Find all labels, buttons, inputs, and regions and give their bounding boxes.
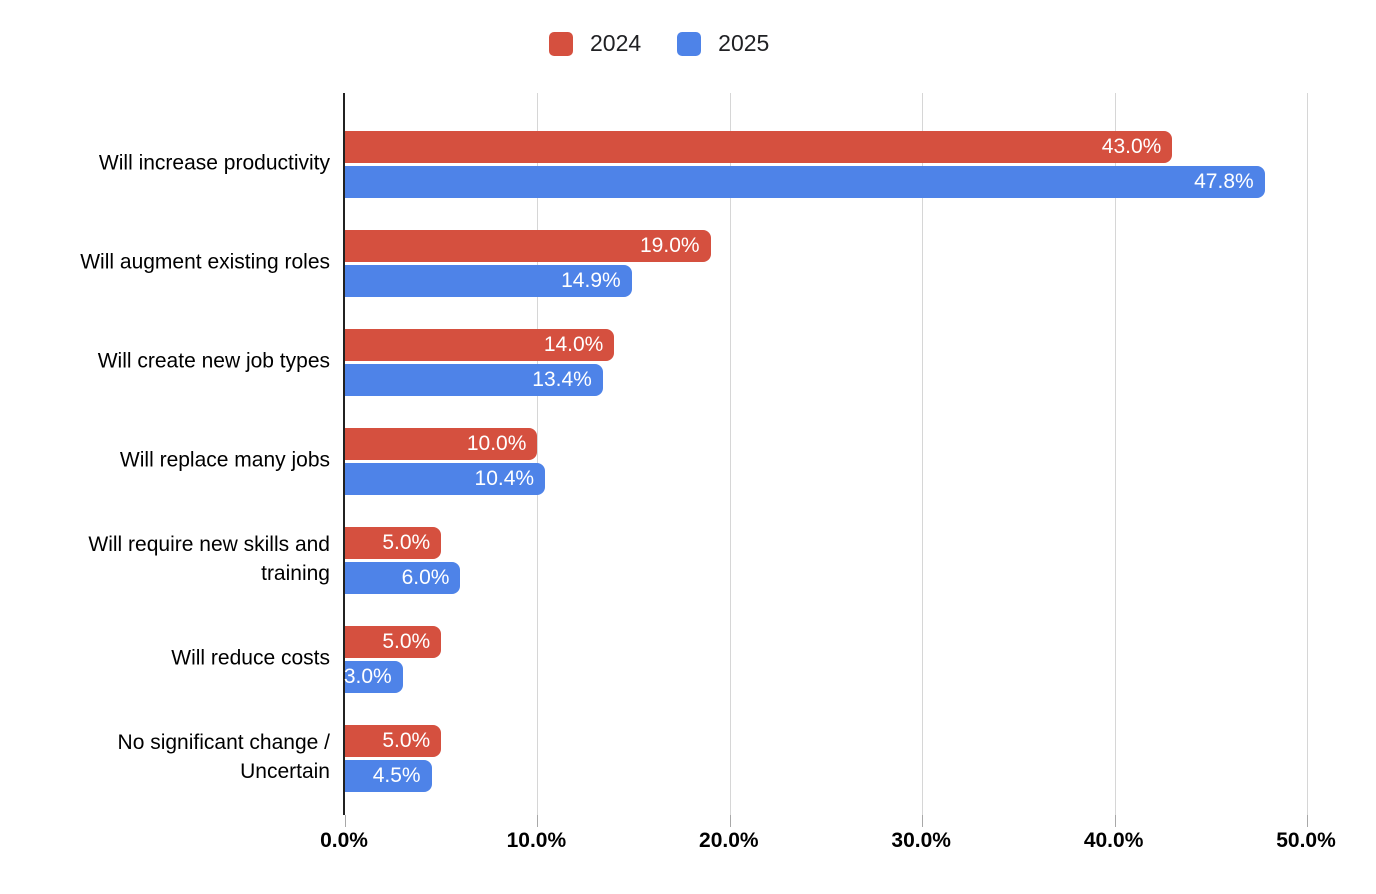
legend-item-2025: 2025 bbox=[677, 30, 769, 57]
bar-value-label: 10.0% bbox=[466, 432, 527, 455]
axis-tick bbox=[729, 815, 731, 827]
bar-2025: 14.9% bbox=[345, 265, 632, 297]
category-label: Will replace many jobs bbox=[119, 448, 330, 472]
axis-tick bbox=[1114, 815, 1116, 827]
x-axis-tick-label: 50.0% bbox=[1276, 829, 1336, 852]
bar-value-label: 19.0% bbox=[640, 234, 700, 257]
legend-swatch-2024 bbox=[549, 31, 573, 56]
bar-2024: 19.0% bbox=[345, 230, 711, 262]
category-label: Will reduce costs bbox=[171, 646, 330, 670]
bar-value-label: 6.0% bbox=[401, 566, 450, 589]
bar-2024: 14.0% bbox=[345, 329, 615, 361]
bar-2025: 6.0% bbox=[345, 562, 461, 594]
bar-value-label: 13.4% bbox=[532, 368, 592, 391]
bar-value-label: 10.4% bbox=[474, 467, 535, 490]
gridline bbox=[537, 93, 539, 815]
category-label: Will create new job types bbox=[97, 349, 330, 373]
gridline bbox=[1114, 93, 1116, 815]
x-axis-tick-label: 0.0% bbox=[320, 829, 368, 852]
axis-tick bbox=[537, 815, 539, 827]
bar-value-label: 47.8% bbox=[1194, 170, 1254, 193]
bar-value-label: 5.0% bbox=[382, 630, 431, 653]
x-axis-tick-label: 10.0% bbox=[506, 829, 567, 852]
bar-2025: 4.5% bbox=[345, 760, 432, 792]
category-label: Will increase productivity bbox=[98, 151, 330, 175]
bar-2024: 5.0% bbox=[345, 626, 442, 658]
gridline bbox=[729, 93, 731, 815]
bar-value-label: 5.0% bbox=[382, 729, 431, 752]
legend-swatch-2025 bbox=[677, 31, 702, 56]
bar-2025: 3.0% bbox=[343, 661, 403, 693]
bar-2024: 43.0% bbox=[345, 131, 1173, 163]
bar-value-label: 4.5% bbox=[372, 764, 421, 787]
bar-2025: 47.8% bbox=[345, 166, 1265, 198]
axis-tick bbox=[345, 815, 346, 827]
category-label: No significant change / Uncertain bbox=[117, 731, 330, 783]
bar-2025: 13.4% bbox=[345, 364, 603, 396]
bar-value-label: 14.0% bbox=[543, 333, 604, 356]
x-axis-tick-label: 30.0% bbox=[891, 829, 951, 852]
category-label: Will augment existing roles bbox=[80, 250, 330, 274]
gridline bbox=[922, 93, 924, 815]
bar-2024: 5.0% bbox=[345, 527, 442, 559]
legend-label-2024: 2024 bbox=[590, 30, 642, 56]
bar-value-label: 3.0% bbox=[343, 665, 392, 688]
chart-legend: 2024 2025 bbox=[549, 30, 769, 57]
gridline bbox=[1307, 93, 1308, 815]
legend-label-2025: 2025 bbox=[718, 30, 770, 56]
x-axis-tick-label: 40.0% bbox=[1083, 829, 1144, 852]
legend-item-2024: 2024 bbox=[549, 30, 641, 57]
bar-value-label: 43.0% bbox=[1101, 135, 1162, 158]
bar-value-label: 5.0% bbox=[382, 531, 431, 554]
bar-value-label: 14.9% bbox=[561, 269, 621, 292]
bar-2024: 5.0% bbox=[345, 725, 442, 757]
x-axis-tick-label: 20.0% bbox=[699, 829, 759, 852]
plot-area: 43.0% 47.8% 19.0% 14.9% 14.0% 13.4% 10.0% 10.4%… bbox=[343, 93, 1308, 827]
bar-2025: 10.4% bbox=[345, 463, 546, 495]
axis-tick bbox=[1307, 815, 1308, 827]
category-label: Will require new skills and training bbox=[88, 533, 330, 585]
axis-tick bbox=[922, 815, 924, 827]
bar-2024: 10.0% bbox=[345, 428, 538, 460]
